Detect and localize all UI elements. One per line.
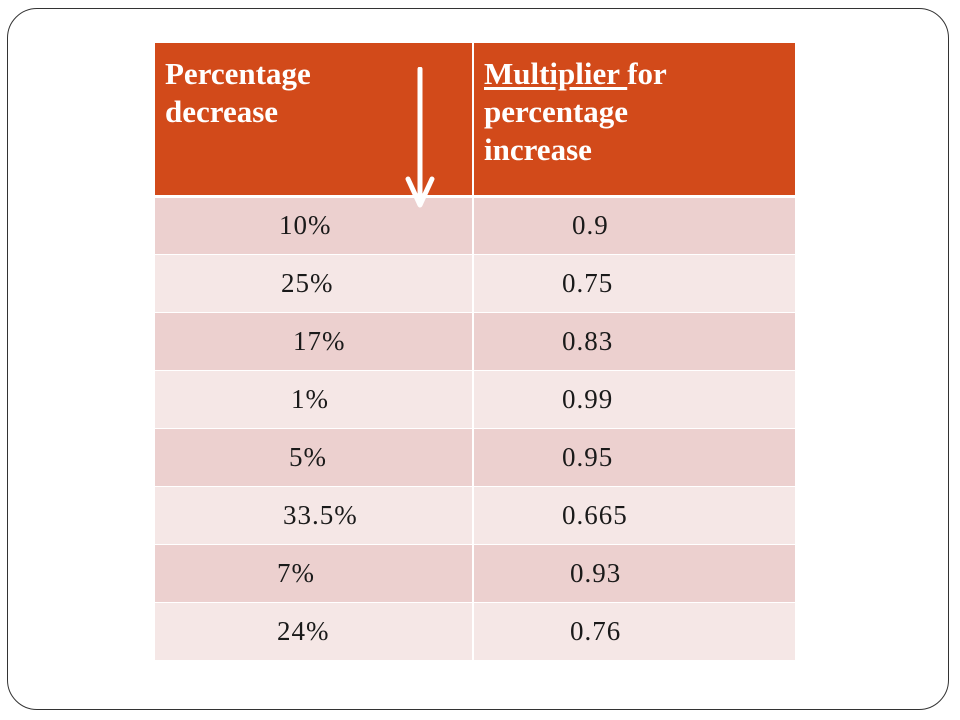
percentage-cell: 5%: [155, 428, 474, 486]
header-col1-line2: decrease: [165, 93, 279, 129]
percentage-cell: 33.5%: [155, 486, 474, 544]
table-body: 10% 0.9 25% 0.75 17% 0.83 1% 0.99 5% 0.9…: [155, 196, 795, 660]
multiplier-cell: 0.75: [473, 254, 795, 312]
percentage-value: 25%: [281, 267, 334, 298]
header-col2-line2: percentage: [484, 93, 629, 129]
percentage-value: 33.5%: [283, 499, 358, 530]
table-row: 10% 0.9: [155, 196, 795, 254]
multiplier-cell: 0.95: [473, 428, 795, 486]
percentage-cell: 10%: [155, 196, 474, 254]
table-header: Percentage decrease Multiplier for perce…: [155, 43, 795, 208]
multiplier-value: 0.665: [562, 499, 628, 530]
percentage-cell: 24%: [155, 602, 474, 660]
table-row: 24% 0.76: [155, 602, 795, 660]
percentage-value: 7%: [277, 557, 315, 588]
table-row: 17% 0.83: [155, 312, 795, 370]
header-col2-for: for: [627, 56, 667, 91]
percentage-cell: 1%: [155, 370, 474, 428]
header-multiplier-word: Multiplier: [484, 56, 628, 91]
multiplier-cell: 0.93: [473, 544, 795, 602]
header-row: Percentage decrease Multiplier for perce…: [155, 43, 795, 208]
header-col1-line1: Percentage: [165, 56, 311, 91]
header-col2-line3: increase: [484, 131, 592, 167]
percentage-value: 5%: [289, 441, 327, 472]
multiplier-cell: 0.9: [473, 196, 795, 254]
table-row: 25% 0.75: [155, 254, 795, 312]
multiplier-value: 0.75: [562, 267, 614, 298]
multiplier-value: 0.99: [562, 383, 614, 414]
percentage-value: 24%: [277, 615, 330, 646]
table-row: 7% 0.93: [155, 544, 795, 602]
multiplier-value: 0.76: [570, 615, 622, 646]
multiplier-value: 0.9: [572, 210, 609, 240]
percentage-value: 17%: [293, 325, 346, 356]
multiplier-value: 0.83: [562, 325, 614, 356]
multiplier-table: Percentage decrease Multiplier for perce…: [155, 43, 795, 661]
down-arrow-icon: [405, 67, 435, 208]
table-row: 33.5% 0.665: [155, 486, 795, 544]
percentage-cell: 17%: [155, 312, 474, 370]
multiplier-cell: 0.665: [473, 486, 795, 544]
header-percentage-decrease: Percentage decrease: [155, 43, 474, 208]
multiplier-cell: 0.76: [473, 602, 795, 660]
percentage-value: 10%: [279, 210, 332, 240]
header-multiplier: Multiplier for percentage increase: [473, 43, 795, 196]
multiplier-cell: 0.99: [473, 370, 795, 428]
percentage-cell: 25%: [155, 254, 474, 312]
multiplier-cell: 0.83: [473, 312, 795, 370]
percentage-cell: 7%: [155, 544, 474, 602]
table-row: 5% 0.95: [155, 428, 795, 486]
multiplier-value: 0.93: [570, 557, 622, 588]
table-row: 1% 0.99: [155, 370, 795, 428]
percentage-value: 1%: [291, 383, 329, 414]
multiplier-value: 0.95: [562, 441, 614, 472]
